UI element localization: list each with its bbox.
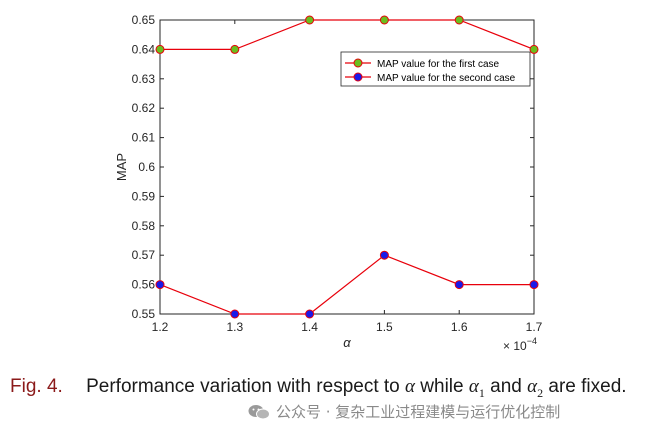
caption-text-4: are fixed. [548,376,627,397]
series-2-point [230,309,240,319]
y-tick-label: 0.62 [132,101,156,115]
legend-box [340,51,531,87]
x-tick-label: 1.3 [226,320,243,334]
series-1-point [379,15,389,25]
y-tick-label: 0.58 [132,219,156,233]
x-tick-label: 1.2 [152,320,169,334]
y-tick-label: 0.57 [132,248,156,262]
caption-alpha: α [405,376,415,397]
series-2-point [155,280,165,290]
series-layer [155,15,539,319]
caption-alpha-1: α1 [468,376,485,400]
x-tick-label: 1.5 [376,320,393,334]
series-2-point [529,280,539,290]
y-axis-label: MAP [114,153,129,181]
y-axis-ticks: 0.55 0.56 0.57 0.58 0.59 0.6 0.61 0.62 0.63 0.64 0… [132,13,534,321]
legend: MAP value for the first case MAP value f… [340,51,531,87]
x-axis-ticks: 1.2 1.3 1.4 1.5 1.6 1.7 [152,20,543,334]
series-1-line [160,19,535,51]
legend-marker-series-2 [353,72,363,82]
figure-caption: Fig. 4. Performance variation with respe… [10,376,650,404]
y-tick-label: 0.63 [132,72,156,86]
series-2-point [454,280,464,290]
y-tick-label: 0.55 [132,307,156,321]
caption-text-1: Performance variation with respect to [86,376,400,397]
legend-label-series-1: MAP value for the first case [377,59,500,70]
series-2-point [305,309,315,319]
x-axis-exponent: × 10−4 [503,336,537,353]
y-tick-label: 0.64 [132,42,156,56]
wechat-icon [248,404,270,419]
y-tick-label: 0.56 [132,278,156,292]
series-2-line [159,254,534,315]
series-1-point [529,44,539,54]
legend-marker-series-1 [353,58,363,68]
series-1-point [454,15,464,25]
y-tick-label: 0.65 [132,13,156,27]
x-tick-label: 1.4 [301,320,318,334]
y-tick-label: 0.61 [132,131,156,145]
watermark: 公众号 · 复杂工业过程建模与运行优化控制 [248,401,560,422]
x-tick-label: 1.6 [451,320,468,334]
figure-number: Fig. 4. [10,376,63,397]
y-tick-label: 0.59 [132,189,156,203]
line-chart: 0.55 0.56 0.57 0.58 0.59 0.6 0.61 0.62 0.63 0.64 0… [114,13,543,353]
legend-label-series-2: MAP value for the second case [377,73,516,84]
y-tick-label: 0.6 [138,160,155,174]
caption-text-2: while [420,376,464,397]
watermark-text: 公众号 · 复杂工业过程建模与运行优化控制 [276,403,561,421]
series-1-point [230,44,240,54]
series-1-point [155,44,165,54]
x-tick-label: 1.7 [526,320,543,334]
series-2-point [379,250,389,260]
caption-alpha-2: α2 [527,376,544,400]
x-axis-label: α [343,335,351,350]
series-1-point [305,15,315,25]
caption-text-3: and [490,376,522,397]
